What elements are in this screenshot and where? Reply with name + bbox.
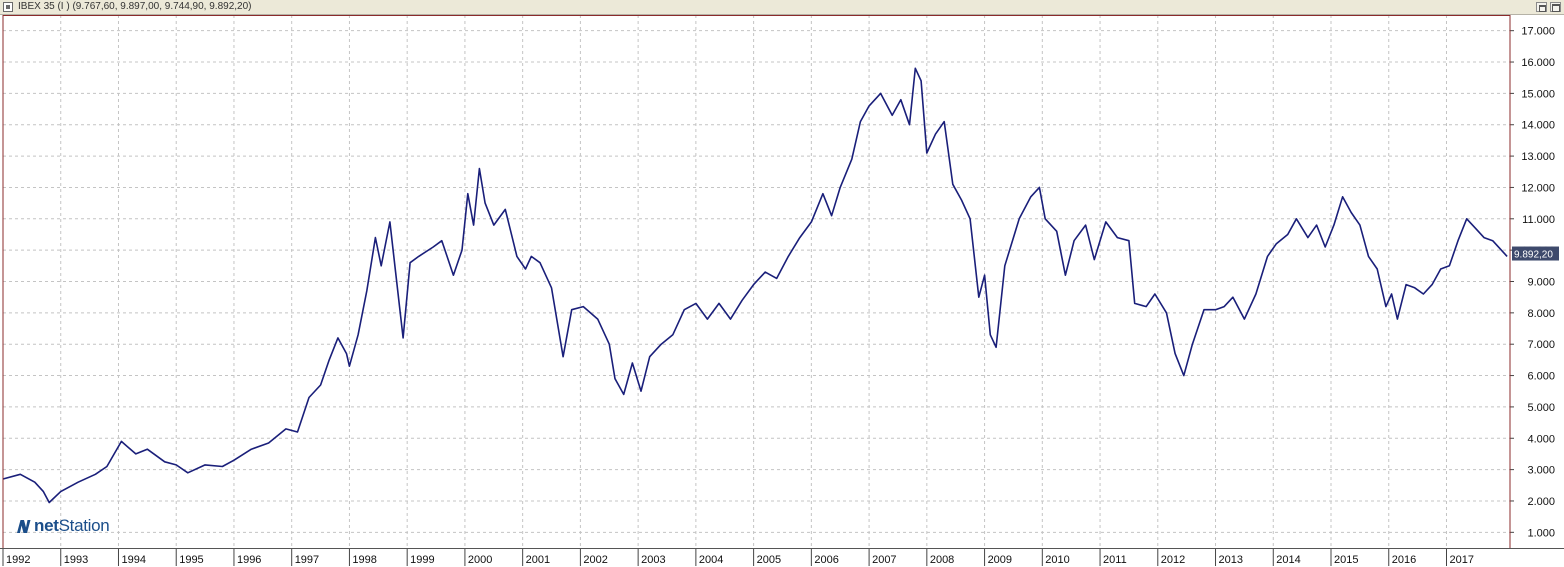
chart-frame <box>0 15 1564 549</box>
chart-grid <box>2 15 1510 548</box>
restore-icon[interactable] <box>1536 2 1547 12</box>
x-tick-label: 2002 <box>583 554 607 566</box>
window-title: IBEX 35 (I ) (9.767,60, 9.897,00, 9.744,… <box>18 1 252 12</box>
y-tick-label: 2.000 <box>1527 496 1555 508</box>
x-tick-label: 1992 <box>6 554 30 566</box>
x-tick-label: 2014 <box>1276 554 1300 566</box>
y-tick-label: 12.000 <box>1521 182 1555 194</box>
x-tick-label: 2017 <box>1449 554 1473 566</box>
y-tick-label: 6.000 <box>1527 371 1555 383</box>
x-tick-label: 2016 <box>1392 554 1416 566</box>
y-tick-label: 14.000 <box>1521 120 1555 132</box>
x-tick-label: 2009 <box>988 554 1012 566</box>
last-price-badge <box>1512 246 1559 261</box>
x-tick-label: 1999 <box>410 554 434 566</box>
y-tick-label: 15.000 <box>1521 88 1555 100</box>
x-tick-label: 1997 <box>295 554 319 566</box>
ibex-35-price-chart[interactable]: 1.000 2.000 3.000 4.000 5.000 6.000 7.000 8.000… <box>0 15 1564 567</box>
y-tick-label: 13.000 <box>1521 151 1555 163</box>
y-tick-label: 9.000 <box>1527 277 1555 289</box>
y-tick-label: 16.000 <box>1521 57 1555 69</box>
x-tick-label: 1998 <box>352 554 376 566</box>
title-bar: IBEX 35 (I ) (9.767,60, 9.897,00, 9.744,… <box>0 0 1564 15</box>
chart-plot-area <box>2 67 1508 504</box>
x-tick-label: 2003 <box>641 554 665 566</box>
price-line <box>2 67 1508 504</box>
logo-suffix: Station <box>58 516 110 535</box>
x-tick-label: 2004 <box>699 554 723 566</box>
x-tick-label: 2000 <box>468 554 492 566</box>
x-axis: 1992 1993 1994 1995 1996 1997 1998 1999 2000 2001… <box>2 548 1474 566</box>
x-tick-label: 1994 <box>121 554 145 566</box>
x-tick-label: 2011 <box>1103 554 1127 566</box>
y-tick-label: 1.000 <box>1527 527 1555 539</box>
y-tick-label: 11.000 <box>1522 214 1555 226</box>
x-tick-label: 2006 <box>814 554 838 566</box>
y-tick-label: 5.000 <box>1527 402 1555 414</box>
maximize-icon[interactable] <box>1550 2 1561 12</box>
x-tick-label: 1996 <box>237 554 261 566</box>
logo-prefix: net <box>34 516 59 535</box>
last-price-label: 9.892,20 <box>1514 250 1553 261</box>
y-tick-label: 8.000 <box>1527 308 1555 320</box>
x-tick-label: 2007 <box>872 554 896 566</box>
x-tick-label: 2015 <box>1334 554 1358 566</box>
x-tick-label: 2001 <box>526 554 550 566</box>
x-tick-label: 2008 <box>930 554 954 566</box>
x-tick-label: 2013 <box>1219 554 1243 566</box>
y-tick-label: 7.000 <box>1527 339 1555 351</box>
y-tick-label: 3.000 <box>1527 465 1555 477</box>
x-tick-label: 2010 <box>1045 554 1069 566</box>
window-icon[interactable] <box>3 2 13 12</box>
last-price-tag: 9.892,20 <box>1512 246 1559 261</box>
x-tick-label: 2012 <box>1161 554 1185 566</box>
netstation-n-icon <box>17 519 31 533</box>
y-tick-label: 17.000 <box>1521 26 1555 38</box>
y-axis: 1.000 2.000 3.000 4.000 5.000 6.000 7.000 8.000… <box>1510 26 1555 539</box>
x-tick-label: 1993 <box>64 554 88 566</box>
y-tick-label: 4.000 <box>1527 433 1555 445</box>
netstation-logo: netStation <box>15 515 110 537</box>
x-tick-label: 1995 <box>179 554 203 566</box>
x-tick-label: 2005 <box>757 554 781 566</box>
